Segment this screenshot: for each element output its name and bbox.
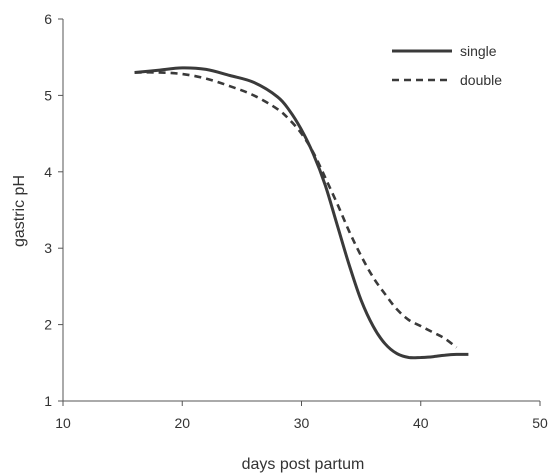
legend-label-single: single [460, 43, 497, 59]
series-line-single [134, 66, 469, 360]
y-tick-label: 3 [44, 240, 52, 256]
x-tick-group: 10 20 30 40 50 [55, 401, 548, 431]
x-tick-label: 50 [532, 415, 548, 431]
series-line-double [134, 71, 458, 349]
y-tick-label: 5 [44, 87, 52, 103]
x-axis: 10 20 30 40 50 [55, 400, 548, 431]
y-tick-group: 1 2 3 4 5 6 [44, 11, 63, 409]
x-tick-label: 30 [294, 415, 310, 431]
x-tick-label: 10 [55, 415, 71, 431]
y-tick-label: 1 [44, 393, 52, 409]
y-tick-label: 2 [44, 317, 52, 333]
y-axis: 1 2 3 4 5 6 [44, 11, 64, 409]
y-tick-label: 4 [44, 164, 52, 180]
x-tick-label: 40 [413, 415, 429, 431]
y-axis-title: gastric pH [11, 175, 28, 247]
x-axis-title: days post partum [242, 456, 365, 473]
series-group [134, 66, 469, 360]
legend: single double [392, 43, 502, 88]
x-tick-label: 20 [174, 415, 190, 431]
legend-label-double: double [460, 72, 502, 88]
y-tick-label: 6 [44, 11, 52, 27]
